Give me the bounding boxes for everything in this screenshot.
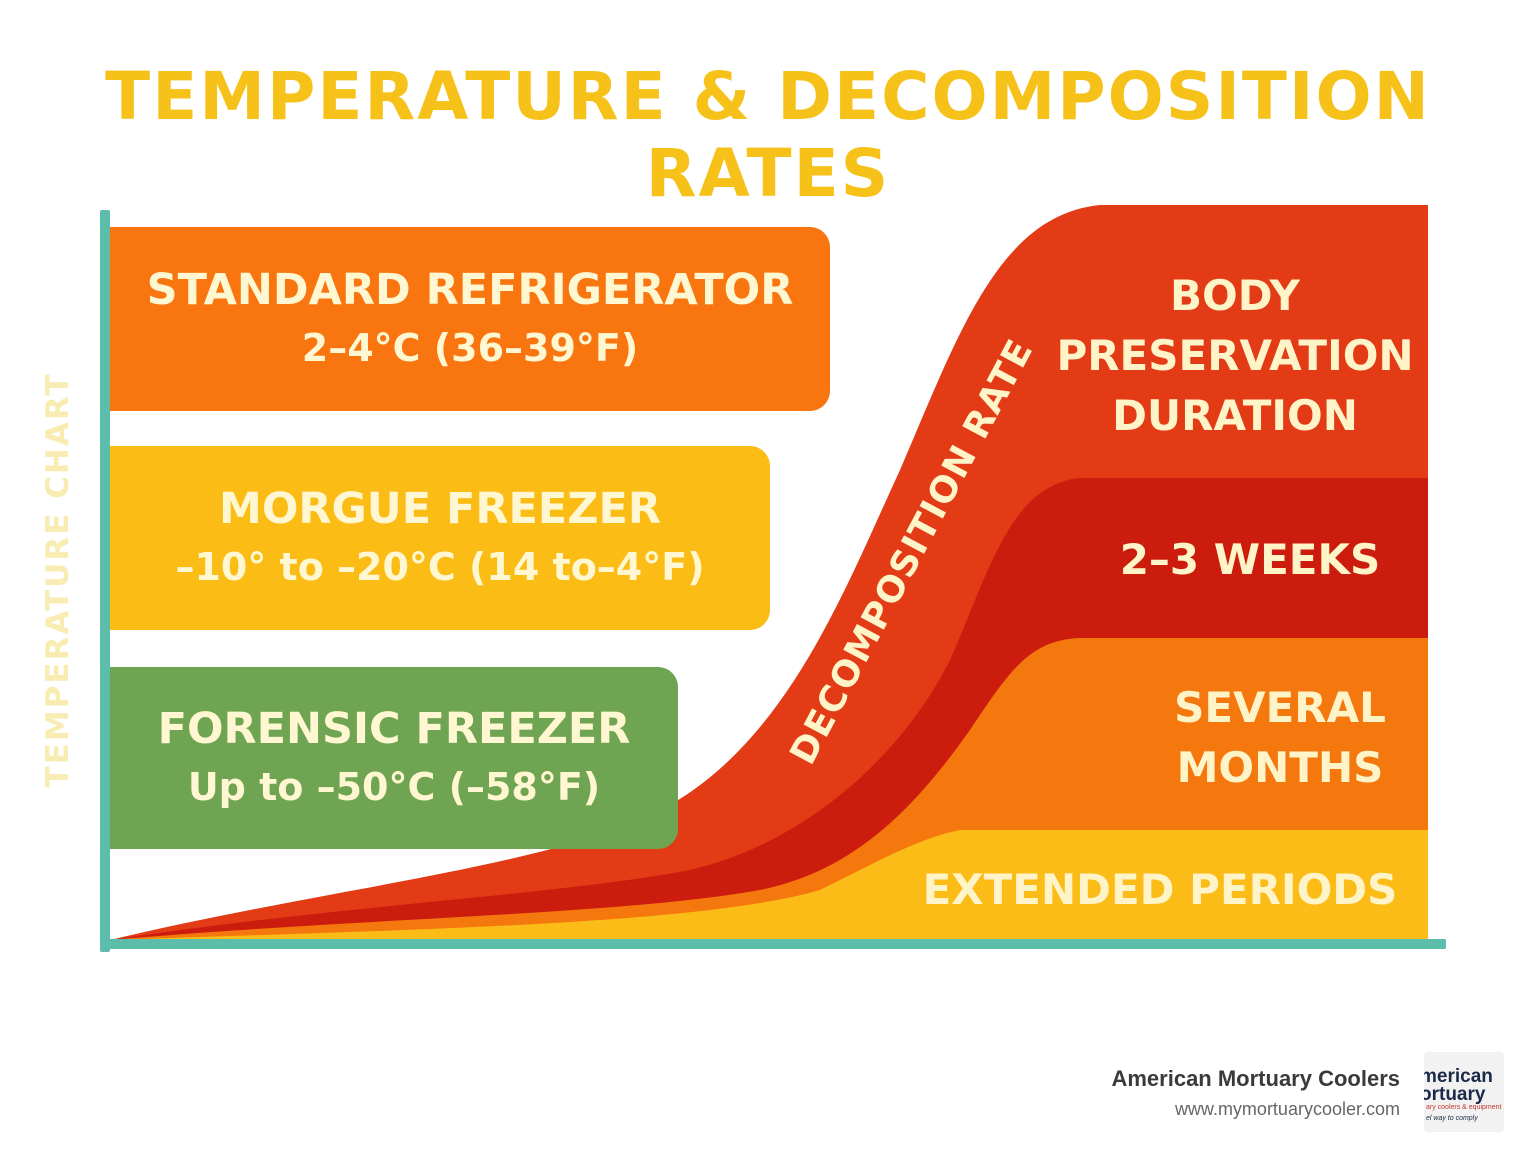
logo-tagline: ary coolers & equipment bbox=[1426, 1104, 1502, 1111]
company-name: American Mortuary Coolers bbox=[1111, 1066, 1400, 1091]
duration-months-label: SEVERAL MONTHS bbox=[1130, 678, 1430, 798]
logo-text: merican bbox=[1424, 1066, 1493, 1087]
x-axis-line bbox=[100, 939, 1446, 949]
standard-refrigerator-name: STANDARD REFRIGERATOR bbox=[146, 265, 794, 315]
preservation-header-line: BODY bbox=[1170, 271, 1300, 320]
duration-weeks-label: 2–3 WEEKS bbox=[1090, 530, 1410, 590]
preservation-duration-header: BODY PRESERVATION DURATION bbox=[1050, 266, 1420, 446]
forensic-freezer-box: FORENSIC FREEZER Up to –50°C (–58°F) bbox=[110, 667, 678, 849]
duration-label-line: MONTHS bbox=[1176, 743, 1384, 792]
company-logo: merican ortuary ary coolers & equipment … bbox=[1424, 1052, 1504, 1132]
band-extended bbox=[110, 830, 1428, 940]
y-axis-line bbox=[100, 210, 110, 952]
standard-refrigerator-range: 2–4°C (36–39°F) bbox=[301, 326, 639, 370]
morgue-freezer-box: MORGUE FREEZER –10° to –20°C (14 to–4°F) bbox=[110, 446, 770, 630]
preservation-header-line: PRESERVATION bbox=[1056, 331, 1414, 380]
duration-label-line: 2–3 WEEKS bbox=[1119, 535, 1381, 584]
standard-refrigerator-box: STANDARD REFRIGERATOR 2–4°C (36–39°F) bbox=[110, 227, 830, 411]
preservation-header-line: DURATION bbox=[1112, 391, 1358, 440]
forensic-freezer-range: Up to –50°C (–58°F) bbox=[187, 765, 601, 809]
forensic-freezer-name: FORENSIC FREEZER bbox=[157, 704, 631, 754]
logo-slogan: el way to comply bbox=[1426, 1115, 1478, 1122]
duration-label-line: SEVERAL bbox=[1174, 683, 1386, 732]
morgue-freezer-range: –10° to –20°C (14 to–4°F) bbox=[175, 545, 705, 589]
morgue-freezer-name: MORGUE FREEZER bbox=[219, 484, 661, 534]
duration-extended-label: EXTENDED PERIODS bbox=[910, 860, 1410, 920]
duration-label-line: EXTENDED PERIODS bbox=[922, 865, 1398, 914]
chart-title: TEMPERATURE & DECOMPOSITION RATES bbox=[105, 58, 1431, 212]
company-url[interactable]: www.mymortuarycooler.com bbox=[1174, 1099, 1400, 1119]
logo-text: ortuary bbox=[1424, 1084, 1486, 1105]
